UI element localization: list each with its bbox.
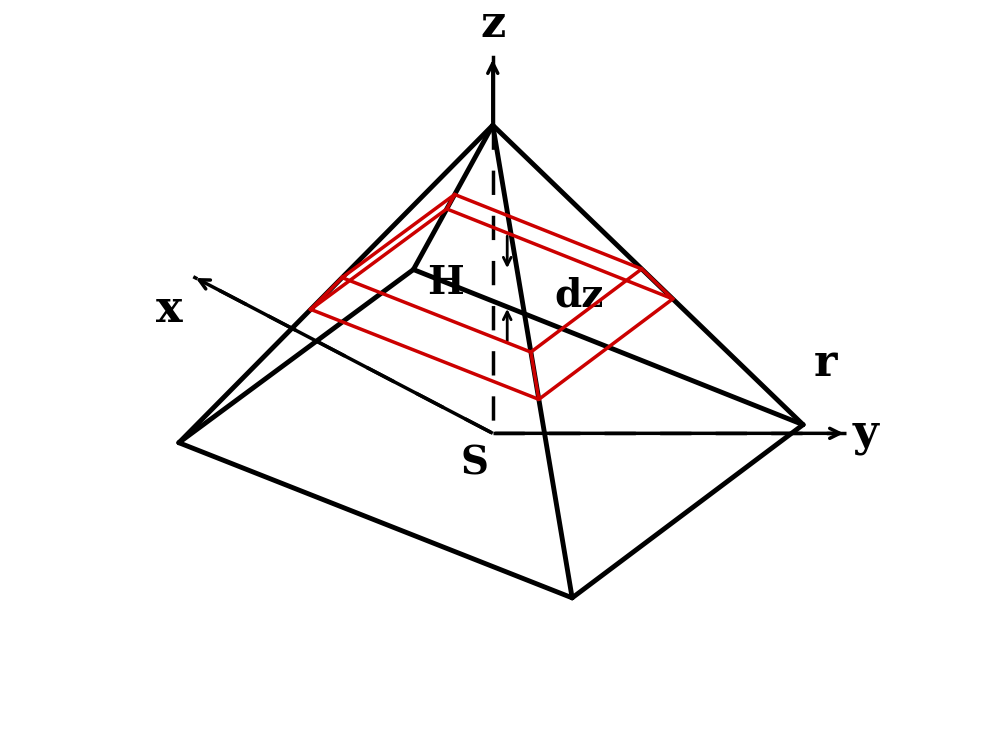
Text: z: z	[480, 3, 505, 46]
Text: r: r	[814, 342, 837, 385]
Text: dz: dz	[554, 277, 603, 315]
Text: S: S	[461, 444, 489, 483]
Text: H: H	[428, 264, 464, 302]
Text: y: y	[852, 412, 878, 455]
Text: x: x	[156, 288, 182, 331]
